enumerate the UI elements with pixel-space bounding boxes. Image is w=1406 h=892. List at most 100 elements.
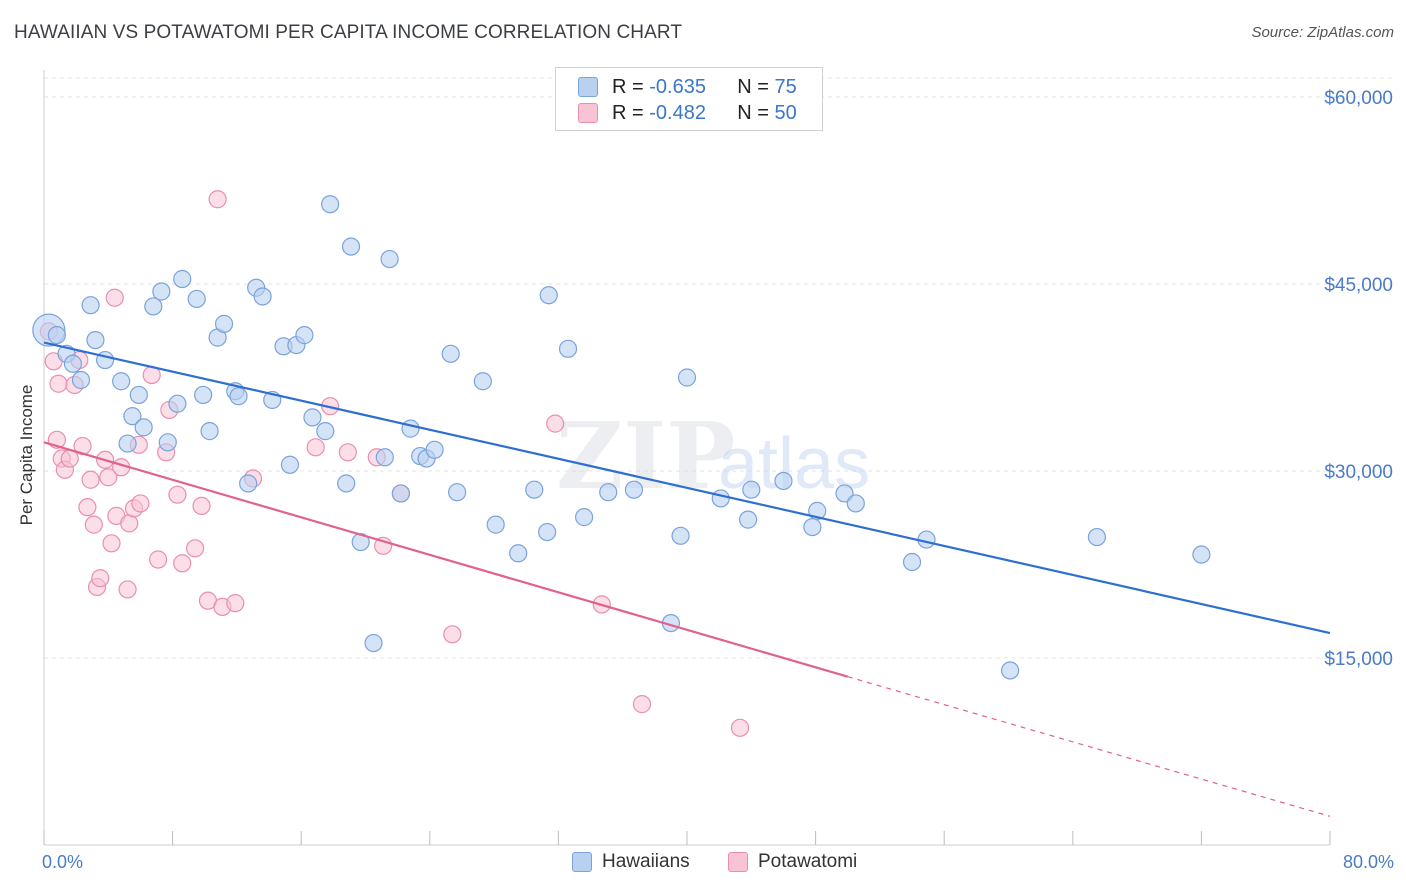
trend-line-potawatomi-extension	[847, 676, 1331, 817]
data-point-hawaiians	[63, 354, 83, 373]
data-point-hawaiians	[525, 480, 544, 499]
legend-n-label: N =	[737, 75, 775, 98]
data-point-potawatomi	[730, 718, 750, 737]
data-point-hawaiians	[1001, 661, 1020, 680]
data-point-potawatomi	[49, 374, 68, 393]
series-name-potawatomi: Potawatomi	[758, 851, 858, 872]
data-point-hawaiians	[441, 344, 460, 363]
data-point-potawatomi	[226, 594, 245, 613]
series-name-hawaiians: Hawaiians	[602, 851, 690, 872]
data-point-potawatomi	[443, 625, 462, 644]
data-point-hawaiians	[81, 296, 100, 315]
data-point-potawatomi	[78, 498, 97, 517]
data-point-potawatomi	[186, 539, 205, 558]
data-point-hawaiians	[803, 517, 822, 537]
data-point-hawaiians	[316, 422, 335, 441]
data-point-hawaiians	[738, 510, 758, 529]
data-point-hawaiians	[425, 440, 444, 459]
data-point-hawaiians	[112, 372, 131, 391]
source-label: Source: ZipAtlas.com	[1251, 24, 1394, 41]
data-point-hawaiians	[711, 489, 730, 508]
data-point-hawaiians	[71, 370, 91, 390]
data-point-hawaiians	[86, 331, 105, 350]
data-point-hawaiians	[187, 289, 206, 309]
legend-n-value: 75	[774, 75, 797, 98]
data-point-hawaiians	[624, 480, 644, 499]
data-point-hawaiians	[194, 385, 213, 405]
data-point-hawaiians	[295, 326, 314, 345]
legend-r-value: -0.635	[649, 75, 706, 98]
legend-swatch-potawatomi	[578, 103, 598, 123]
legend-r-label: R =	[612, 101, 650, 124]
series-legend-potawatomi: Potawatomi	[728, 851, 857, 873]
data-point-potawatomi	[81, 470, 100, 489]
data-point-hawaiians	[509, 544, 528, 563]
data-point-hawaiians	[774, 471, 793, 491]
data-point-potawatomi	[632, 695, 652, 714]
data-point-hawaiians	[1192, 545, 1211, 564]
data-point-hawaiians	[239, 474, 258, 493]
data-point-hawaiians	[253, 287, 272, 306]
correlation-legend: R = -0.635 N = 75 R = -0.482 N = 50	[555, 67, 823, 131]
data-point-potawatomi	[99, 468, 118, 487]
legend-n-label: N =	[737, 101, 775, 124]
data-point-hawaiians	[118, 434, 137, 453]
data-point-potawatomi	[91, 569, 110, 588]
chart-title: HAWAIIAN VS POTAWATOMI PER CAPITA INCOME…	[14, 22, 683, 43]
y-tick-label: $45,000	[1324, 275, 1393, 296]
data-point-hawaiians	[303, 408, 322, 427]
data-point-hawaiians	[599, 483, 618, 502]
data-point-hawaiians	[168, 394, 187, 413]
data-point-hawaiians	[742, 480, 761, 499]
series-swatch-potawatomi	[728, 852, 748, 872]
data-point-hawaiians	[123, 407, 142, 426]
data-point-potawatomi	[306, 438, 325, 457]
data-point-potawatomi	[338, 443, 357, 462]
data-point-hawaiians	[486, 515, 505, 534]
legend-row-hawaiians: R = -0.635 N = 75	[578, 75, 797, 99]
data-point-potawatomi	[102, 534, 121, 553]
data-point-hawaiians	[539, 286, 558, 305]
data-point-hawaiians	[558, 339, 578, 358]
data-point-hawaiians	[341, 237, 361, 256]
y-tick-label: $30,000	[1324, 462, 1393, 483]
data-point-hawaiians	[364, 633, 383, 653]
data-point-potawatomi	[168, 485, 187, 504]
legend-r-value: -0.482	[649, 101, 706, 124]
y-tick-label: $15,000	[1324, 649, 1393, 670]
data-point-hawaiians	[391, 484, 410, 503]
legend-n-value: 50	[774, 101, 797, 124]
data-point-potawatomi	[149, 550, 168, 569]
data-point-hawaiians	[280, 455, 300, 474]
data-point-hawaiians	[473, 372, 492, 391]
x-tick-label-min: 0.0%	[42, 852, 84, 872]
trend-line-hawaiians	[43, 341, 1331, 635]
legend-r-label: R =	[612, 75, 650, 98]
data-point-potawatomi	[173, 554, 192, 573]
data-point-hawaiians	[375, 448, 394, 467]
series-swatch-hawaiians	[572, 852, 592, 872]
data-point-potawatomi	[118, 580, 137, 599]
data-point-potawatomi	[208, 190, 227, 209]
data-point-hawaiians	[337, 474, 356, 493]
data-point-hawaiians	[173, 269, 192, 289]
data-point-hawaiians	[401, 419, 420, 438]
trend-line-potawatomi	[43, 441, 849, 678]
y-tick-label: $60,000	[1324, 88, 1393, 109]
data-point-potawatomi	[546, 414, 565, 433]
series-legend-hawaiians: Hawaiians	[572, 851, 690, 873]
data-point-hawaiians	[902, 552, 922, 572]
data-point-hawaiians	[47, 326, 66, 345]
data-point-hawaiians	[380, 249, 399, 269]
legend-row-potawatomi: R = -0.482 N = 50	[578, 101, 797, 125]
data-point-hawaiians	[671, 526, 690, 545]
data-point-hawaiians	[1087, 527, 1107, 547]
data-point-hawaiians	[538, 522, 557, 542]
data-point-hawaiians	[575, 508, 594, 527]
data-point-hawaiians	[321, 195, 340, 214]
data-point-potawatomi	[131, 494, 150, 513]
data-point-hawaiians	[448, 483, 467, 502]
series-legend: Hawaiians Potawatomi	[0, 851, 1406, 877]
data-point-potawatomi	[192, 496, 211, 516]
